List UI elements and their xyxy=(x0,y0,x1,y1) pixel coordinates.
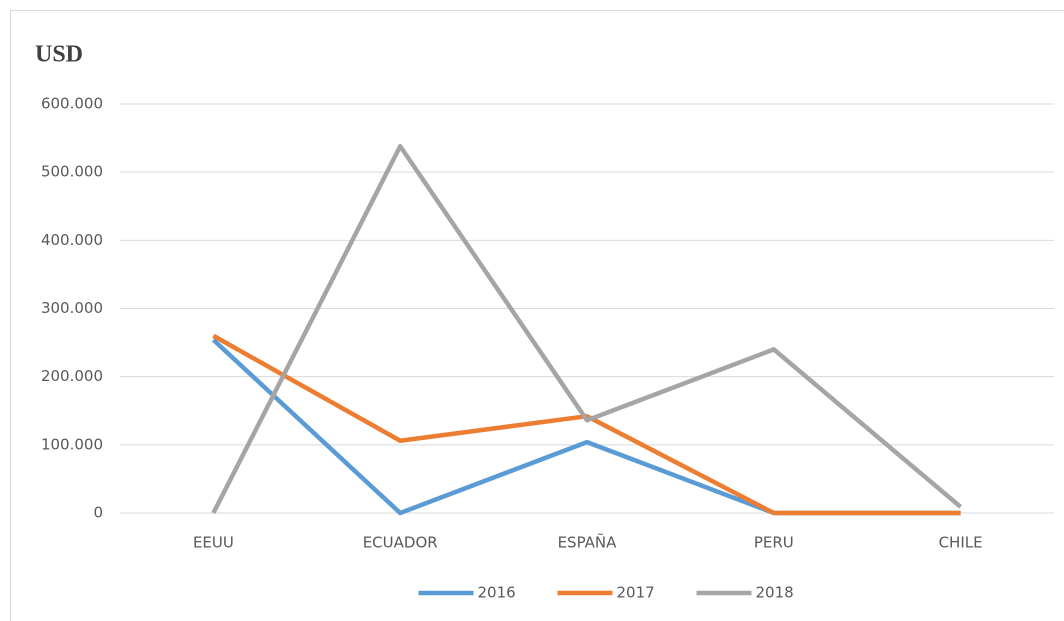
legend-label: 2016 xyxy=(478,584,516,602)
y-axis-title: USD xyxy=(35,42,83,68)
chart-frame xyxy=(10,10,1064,621)
y-tick-label: 600.000 xyxy=(41,95,103,113)
x-tick-label: EEUU xyxy=(193,534,234,552)
y-tick-label: 0 xyxy=(93,504,103,522)
y-tick-label: 500.000 xyxy=(41,163,103,181)
x-tick-label: ESPAÑA xyxy=(558,533,618,552)
series-line xyxy=(211,144,963,515)
y-tick-label: 200.000 xyxy=(41,367,103,385)
legend-label: 2017 xyxy=(617,584,655,602)
series-line xyxy=(212,333,961,516)
x-tick-label: PERU xyxy=(754,534,794,552)
y-tick-label: 300.000 xyxy=(41,299,103,317)
x-tick-label: CHILE xyxy=(939,534,983,552)
x-tick-label: ECUADOR xyxy=(363,534,438,552)
y-tick-label: 100.000 xyxy=(41,435,103,453)
y-tick-label: 400.000 xyxy=(41,231,103,249)
legend-label: 2018 xyxy=(756,584,794,602)
